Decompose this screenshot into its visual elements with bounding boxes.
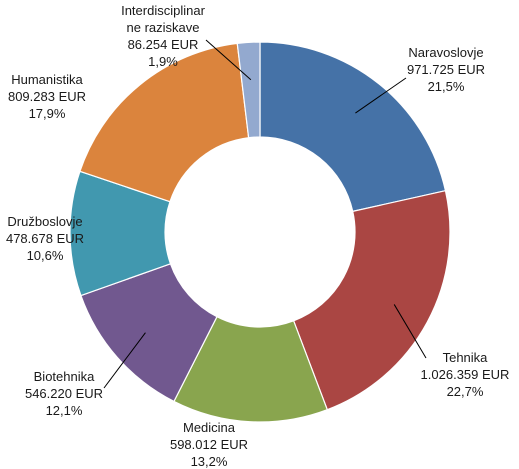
data-label-medicina: Medicina 598.012 EUR 13,2% xyxy=(170,420,248,469)
leader-line-naravoslovje xyxy=(355,77,407,114)
data-label-naravoslovje: Naravoslovje 971.725 EUR 21,5% xyxy=(407,45,485,94)
leader-line-biotehnika xyxy=(103,332,146,389)
slice-tehnika xyxy=(292,190,451,411)
data-labels-group: Naravoslovje 971.725 EUR 21,5% Tehnika 1.026… xyxy=(6,3,509,469)
leader-line-interdisciplinarne-raziskave xyxy=(205,39,252,81)
leader-line-tehnika xyxy=(393,304,427,359)
slice-naravoslovje xyxy=(259,41,447,213)
slices-group xyxy=(69,41,451,423)
data-label-interdisciplinarne-raziskave: Interdisciplinar ne raziskave 86.254 EUR 1,… xyxy=(121,3,205,69)
slice-interdisciplinarne-raziskave xyxy=(236,41,261,139)
data-label-biotehnika: Biotehnika 546.220 EUR 12,1% xyxy=(25,369,103,418)
leader-lines-group xyxy=(103,39,427,389)
data-label-humanistika: Humanistika 809.283 EUR 17,9% xyxy=(8,72,86,121)
data-label-tehnika: Tehnika 1.026.359 EUR 22,7% xyxy=(421,350,510,399)
data-label-druzboslovje: Družboslovje 478.678 EUR 10,6% xyxy=(6,214,84,263)
slice-humanistika xyxy=(79,42,250,203)
